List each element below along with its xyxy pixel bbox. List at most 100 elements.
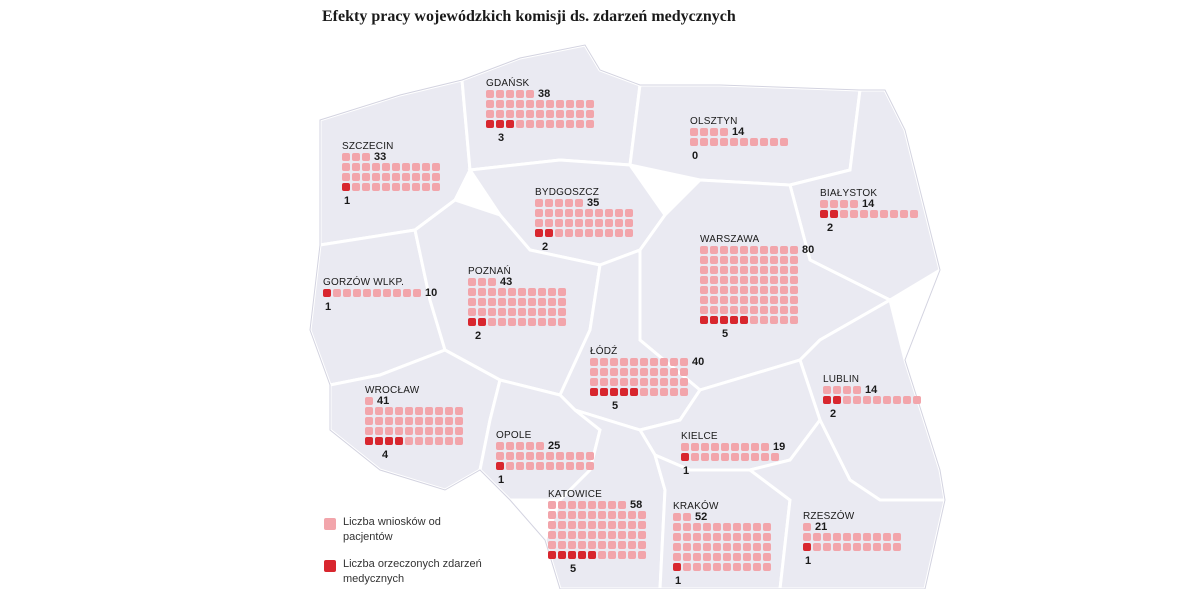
application-square — [536, 120, 544, 128]
application-square — [833, 533, 841, 541]
application-square — [445, 437, 453, 445]
applications-count: 40 — [692, 356, 705, 368]
application-square — [750, 246, 758, 254]
application-square — [720, 296, 728, 304]
application-square — [700, 128, 708, 136]
application-square — [750, 296, 758, 304]
legend-applications-swatch — [324, 518, 336, 530]
application-square — [508, 288, 516, 296]
application-square — [363, 289, 371, 297]
application-square — [506, 110, 514, 118]
application-square — [578, 531, 586, 539]
application-square — [730, 246, 738, 254]
application-square — [760, 296, 768, 304]
application-square — [566, 452, 574, 460]
application-square — [435, 417, 443, 425]
application-square — [913, 396, 921, 404]
application-square — [455, 417, 463, 425]
application-square — [608, 541, 616, 549]
application-square — [588, 531, 596, 539]
application-square — [790, 316, 798, 324]
applications-count: 14 — [862, 198, 875, 210]
application-square — [843, 396, 851, 404]
application-square — [683, 523, 691, 531]
application-square — [790, 276, 798, 284]
application-square — [445, 407, 453, 415]
application-square — [740, 266, 748, 274]
ruling-square — [365, 437, 373, 445]
application-square — [372, 163, 380, 171]
application-square — [673, 543, 681, 551]
rulings-count: 1 — [805, 555, 812, 567]
region-name: KIELCE — [681, 431, 718, 442]
application-square — [548, 541, 556, 549]
application-square — [526, 90, 534, 98]
application-square — [578, 501, 586, 509]
applications-count: 21 — [815, 521, 828, 533]
application-square — [713, 543, 721, 551]
application-square — [630, 358, 638, 366]
application-square — [790, 266, 798, 274]
application-square — [753, 563, 761, 571]
application-square — [422, 183, 430, 191]
application-square — [558, 288, 566, 296]
application-square — [575, 229, 583, 237]
ruling-square — [568, 551, 576, 559]
application-square — [700, 276, 708, 284]
map-region-warminsko-mazurskie — [628, 83, 862, 187]
application-square — [478, 278, 486, 286]
application-square — [608, 501, 616, 509]
application-square — [528, 288, 536, 296]
application-square — [823, 533, 831, 541]
application-square — [670, 388, 678, 396]
application-square — [853, 396, 861, 404]
application-square — [558, 501, 566, 509]
application-square — [375, 427, 383, 435]
application-square — [598, 551, 606, 559]
application-square — [730, 276, 738, 284]
ruling-square — [496, 120, 504, 128]
application-square — [843, 533, 851, 541]
application-square — [395, 417, 403, 425]
application-square — [478, 288, 486, 296]
application-square — [576, 110, 584, 118]
application-square — [600, 358, 608, 366]
application-square — [823, 386, 831, 394]
application-square — [618, 521, 626, 529]
application-square — [620, 358, 628, 366]
application-square — [833, 386, 841, 394]
application-square — [415, 427, 423, 435]
rulings-count: 1 — [675, 575, 682, 587]
region-name: SZCZECIN — [342, 141, 394, 152]
application-square — [405, 427, 413, 435]
application-square — [803, 533, 811, 541]
application-square — [771, 453, 779, 461]
application-square — [730, 138, 738, 146]
application-square — [750, 316, 758, 324]
region-name: KATOWICE — [548, 489, 603, 500]
rulings-count: 5 — [722, 328, 729, 340]
ruling-square — [486, 120, 494, 128]
application-square — [900, 210, 908, 218]
application-square — [730, 266, 738, 274]
application-square — [780, 286, 788, 294]
application-square — [610, 358, 618, 366]
application-square — [703, 553, 711, 561]
ruling-square — [803, 543, 811, 551]
application-square — [770, 296, 778, 304]
application-square — [720, 138, 728, 146]
application-square — [548, 521, 556, 529]
application-square — [680, 358, 688, 366]
application-square — [608, 511, 616, 519]
application-square — [548, 298, 556, 306]
application-square — [576, 452, 584, 460]
application-square — [488, 318, 496, 326]
application-square — [670, 378, 678, 386]
region-name: KRAKÓW — [673, 501, 719, 512]
application-square — [536, 110, 544, 118]
application-square — [720, 256, 728, 264]
application-square — [608, 521, 616, 529]
application-square — [546, 120, 554, 128]
application-square — [506, 90, 514, 98]
application-square — [415, 417, 423, 425]
